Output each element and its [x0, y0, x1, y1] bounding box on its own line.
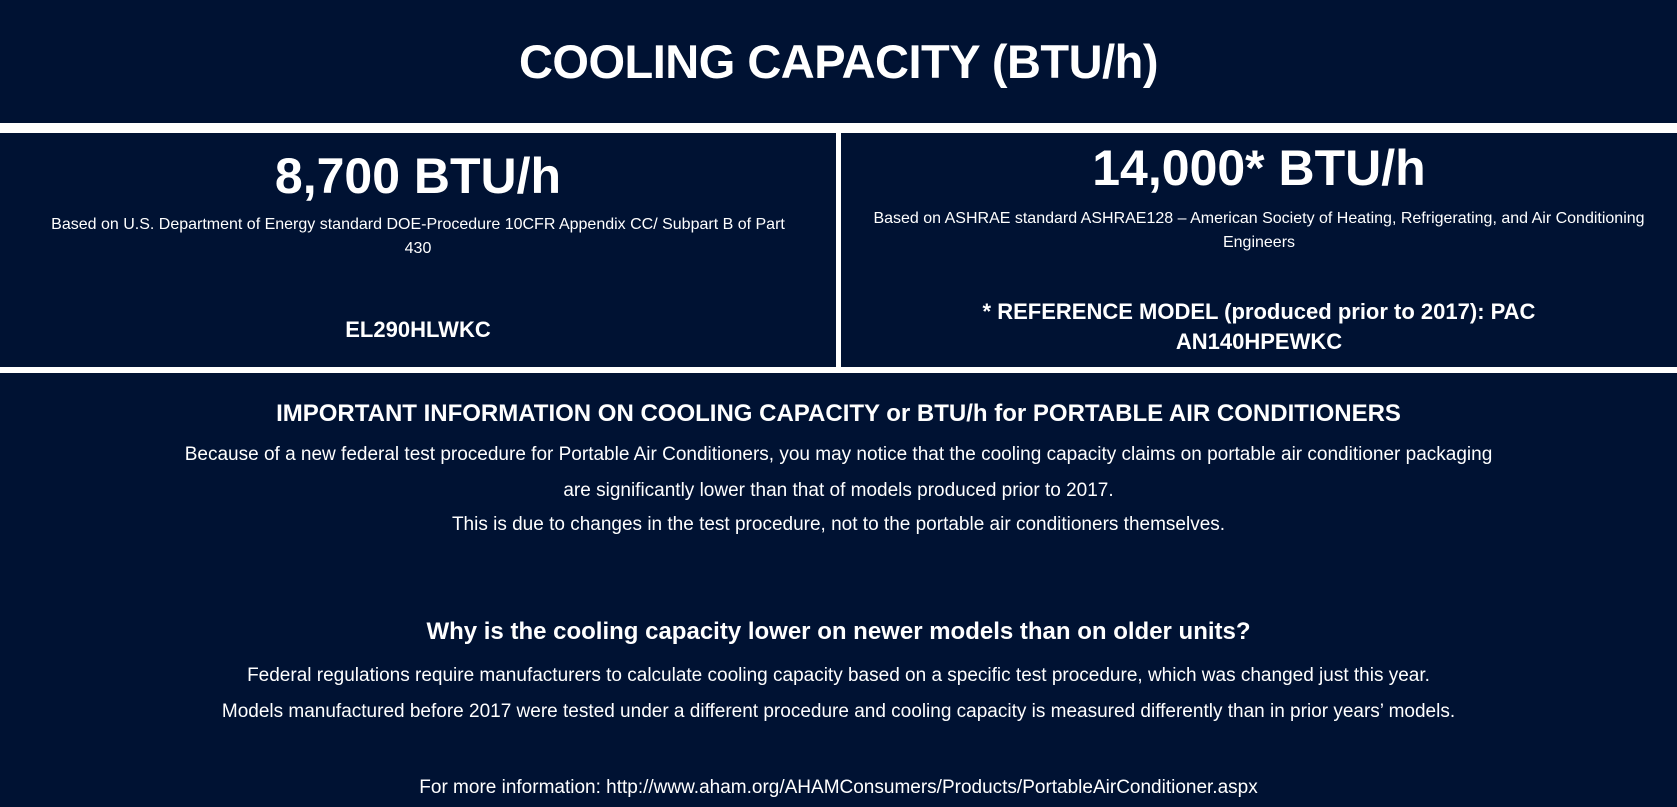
panel-divider	[836, 133, 841, 367]
doe-basis-text: Based on U.S. Department of Energy stand…	[51, 216, 785, 257]
info-line: This is due to changes in the test proce…	[451, 514, 1226, 535]
ashrae-basis-text: Based on ASHRAE standard ASHRAE128 – Ame…	[873, 210, 1645, 251]
doe-rating-panel: 8,700 BTU/h Based on U.S. Department of …	[0, 133, 836, 367]
doe-model-number: EL290HLWKC	[345, 317, 491, 342]
why-heading: Why is the cooling capacity lower on new…	[426, 618, 1251, 645]
info-line: Because of a new federal test procedure …	[184, 444, 1493, 465]
ashrae-rating-panel: 14,000* BTU/h Based on ASHRAE standard A…	[841, 133, 1677, 367]
reference-model: * REFERENCE MODEL (produced prior to 201…	[982, 299, 1536, 354]
why-line: Federal regulations require manufacturer…	[247, 665, 1430, 686]
doe-btu-value: 8,700 BTU/h	[274, 148, 562, 204]
info-paragraph: Because of a new federal test procedure …	[0, 437, 1677, 541]
info-heading: IMPORTANT INFORMATION ON COOLING CAPACIT…	[276, 400, 1401, 427]
page-title: COOLING CAPACITY (BTU/h)	[518, 35, 1159, 88]
more-info-link[interactable]: For more information: http://www.aham.or…	[419, 777, 1258, 798]
why-line: Models manufactured before 2017 were tes…	[221, 701, 1456, 722]
divider-bottom	[0, 367, 1677, 373]
info-line: are significantly lower than that of mod…	[563, 480, 1114, 501]
ashrae-btu-value: 14,000* BTU/h	[1092, 140, 1426, 196]
divider-top	[0, 123, 1677, 133]
why-paragraph: Federal regulations require manufacturer…	[0, 658, 1677, 730]
